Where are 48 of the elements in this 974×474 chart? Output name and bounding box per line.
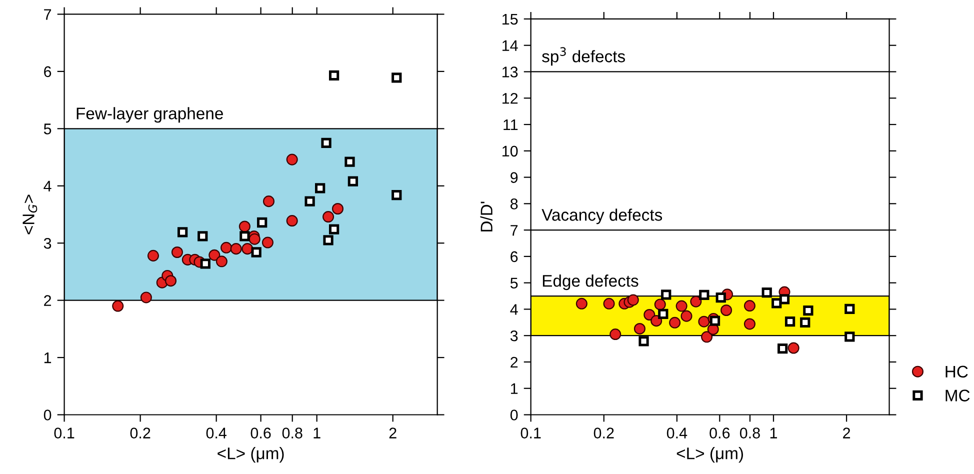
y-tick-label: 5 (510, 278, 518, 289)
x-tick-label: 0.1 (520, 428, 541, 438)
ref-line-label: Vacancy defects (542, 208, 662, 224)
x-tick-label: 0.8 (282, 428, 302, 438)
x-axis-title: <L> (μm) (676, 447, 743, 463)
x-tick-label: 0.4 (666, 428, 688, 438)
y-tick-label: 4 (510, 304, 518, 315)
band-label: Few-layer graphene (76, 107, 223, 123)
y-tick-label: 11 (504, 120, 518, 130)
y-tick-label: 2 (44, 295, 52, 306)
y-tick-label: 5 (44, 124, 52, 134)
x-tick-label: 0.6 (250, 428, 271, 438)
y-tick-label: 6 (44, 66, 52, 78)
legend-label: MC (946, 390, 970, 402)
y-tick-label: 7 (44, 9, 52, 20)
x-tick-label: 1 (314, 428, 320, 438)
y-tick-label: 3 (44, 238, 52, 249)
y-tick-label: 6 (510, 251, 518, 262)
y-tick-label: 9 (510, 172, 518, 183)
y-axis-title: <N$_{G}$> (22, 194, 38, 234)
x-tick-label: 1 (770, 428, 777, 438)
y-tick-label: 14 (502, 40, 518, 51)
y-tick-label: 12 (502, 92, 518, 104)
y-axis-title: D/D' (480, 202, 492, 232)
y-tick-label: 3 (510, 330, 518, 342)
y-tick-label: 8 (510, 198, 518, 210)
y-tick-label: 10 (502, 146, 518, 157)
y-tick-label: 1 (44, 352, 52, 364)
x-tick-label: 0.2 (594, 428, 614, 438)
x-tick-label: 0.4 (206, 428, 227, 438)
band-label: Edge defects (542, 274, 638, 290)
y-tick-label: 7 (510, 225, 518, 236)
x-tick-label: 2 (389, 428, 396, 438)
x-axis-title: <L> (μm) (218, 447, 284, 463)
ref-line-label: sp$^{3}$ defects (542, 47, 625, 66)
y-tick-label: 0 (44, 410, 52, 420)
x-tick-label: 0.1 (54, 428, 74, 438)
y-tick-label: 0 (510, 410, 518, 420)
y-tick-label: 13 (502, 66, 518, 78)
y-tick-label: 15 (502, 14, 518, 25)
legend-label: HC (946, 366, 968, 378)
x-tick-label: 2 (843, 428, 850, 438)
y-tick-label: 1 (511, 383, 518, 394)
y-tick-label: 4 (44, 180, 52, 192)
x-tick-label: 0.8 (740, 428, 760, 438)
x-tick-label: 0.2 (130, 428, 150, 438)
x-tick-label: 0.6 (710, 428, 730, 438)
y-tick-label: 2 (510, 356, 518, 368)
